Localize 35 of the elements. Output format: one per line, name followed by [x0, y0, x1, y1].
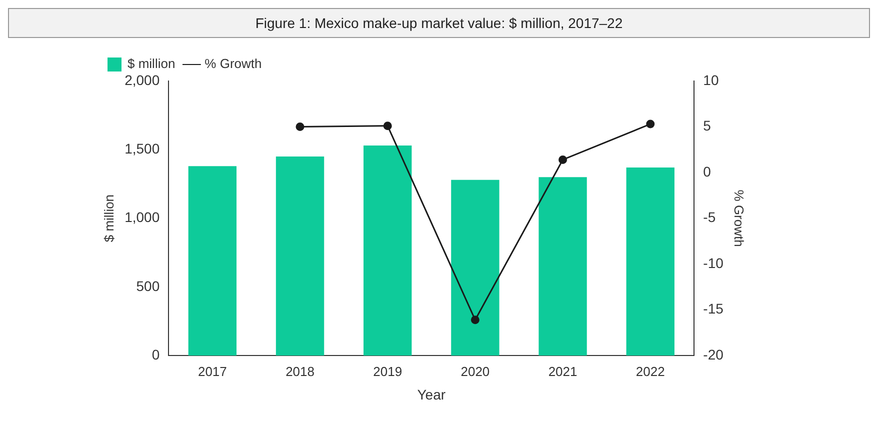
bar [626, 168, 674, 356]
point [383, 122, 392, 130]
bar [276, 156, 324, 356]
x-axis-title: Year [417, 386, 446, 402]
chart-title: Figure 1: Mexico make-up market value: $ million, 2017–22 [8, 8, 870, 38]
y-tick-label: 500 [136, 278, 160, 294]
y2-tick-label: 0 [703, 163, 712, 180]
x-tick-label: 2020 [460, 364, 490, 379]
bar [451, 180, 500, 356]
bar [188, 166, 237, 356]
x-tick-label: 2017 [198, 364, 227, 379]
y-tick-label: 1,000 [124, 209, 160, 226]
y-tick-label: 0 [152, 346, 160, 362]
x-tick-label: 2018 [286, 364, 314, 379]
x-tick-label: 2022 [636, 364, 665, 379]
x-tick-label: 2019 [373, 364, 402, 379]
y-axis-title: $ million [101, 194, 116, 242]
bar [364, 146, 412, 356]
point [470, 316, 480, 324]
legend-label: % Growth [204, 56, 262, 72]
bar [538, 177, 587, 356]
y2-tick-label: -20 [703, 346, 724, 362]
x-tick-label: 2021 [548, 364, 578, 379]
y-tick-label: 2,000 [124, 72, 160, 88]
y2-axis-title: % Growth [732, 190, 747, 247]
point [296, 122, 304, 132]
y2-tick-label: 10 [703, 72, 719, 88]
y2-tick-label: -10 [703, 254, 724, 271]
point [646, 120, 655, 128]
y2-tick-label: -5 [703, 209, 716, 226]
y2-tick-label: 5 [703, 118, 712, 134]
y2-tick-label: -15 [703, 300, 724, 317]
y-tick-label: 1,500 [124, 140, 160, 157]
legend-label: $ million [128, 56, 176, 72]
point [558, 155, 568, 164]
